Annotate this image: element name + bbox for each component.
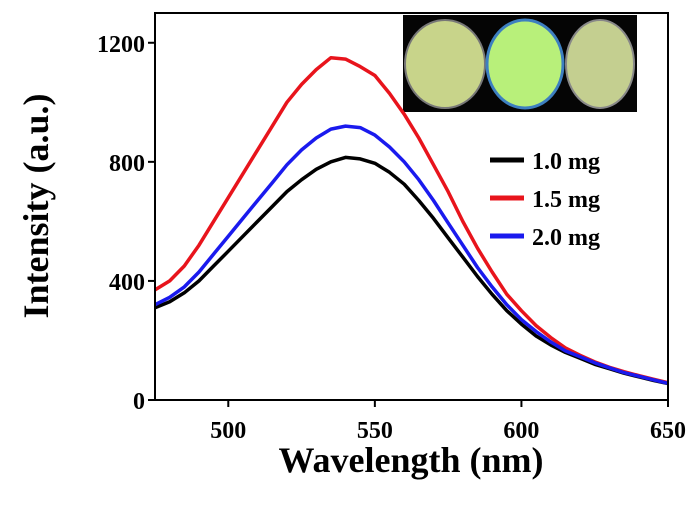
- x-tick-label: 600: [503, 418, 539, 444]
- x-tick-label: 500: [210, 418, 246, 444]
- plot-frame: [154, 12, 669, 401]
- x-tick-label: 650: [650, 418, 686, 444]
- y-tick-label: 0: [133, 389, 145, 415]
- x-axis-title: Wavelength (nm): [279, 440, 544, 480]
- y-tick-label: 400: [109, 270, 145, 296]
- y-axis-title: Intensity (a.u.): [16, 93, 56, 318]
- x-tick-label: 550: [357, 418, 393, 444]
- inset-photo: [403, 15, 637, 112]
- series-line: [154, 124, 669, 386]
- y-tick-label: 800: [109, 151, 145, 177]
- legend-label: 1.5 mg: [532, 187, 600, 213]
- y-tick-label: 1200: [97, 32, 145, 58]
- legend-label: 2.0 mg: [532, 225, 600, 251]
- legend-label: 1.0 mg: [532, 149, 600, 175]
